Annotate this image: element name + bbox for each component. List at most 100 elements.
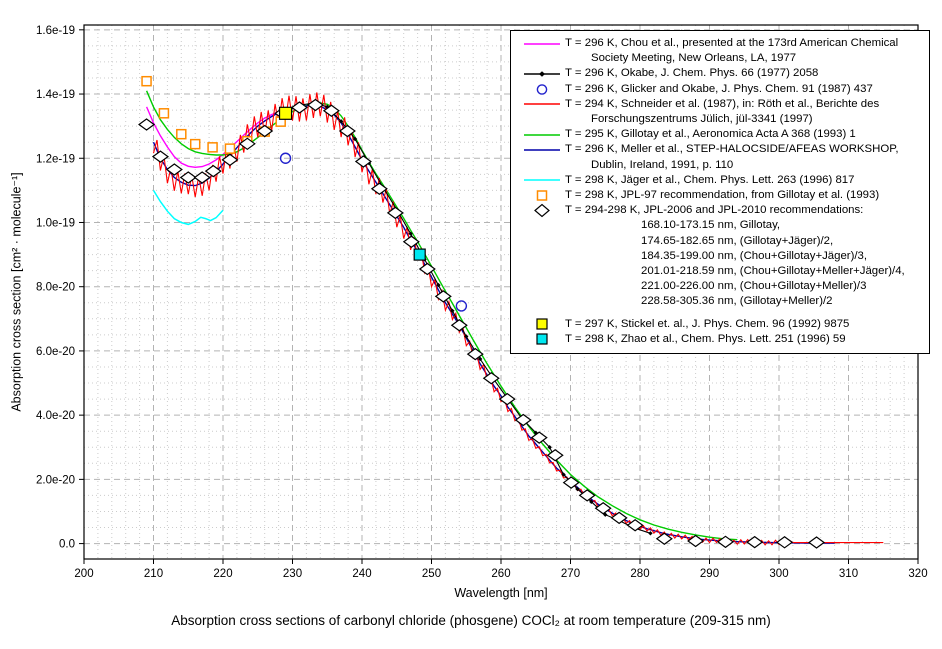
marker-dot [477, 356, 483, 362]
marker-circle-open [455, 300, 468, 312]
legend-line: 174.65-182.65 nm, (Gillotay+Jäger)/2, [641, 234, 834, 247]
x-tick-label: 220 [213, 568, 232, 580]
legend-marker-okabe-line [519, 66, 565, 81]
marker-dot [648, 531, 653, 536]
x-tick-label: 200 [74, 568, 93, 580]
marker-diamond [450, 318, 468, 332]
legend-marker-jaeger-line [519, 173, 565, 188]
legend-entry-zhao: T = 298 K, Zhao et al., Chem. Phys. Lett… [519, 332, 923, 347]
marker-dot [589, 499, 594, 505]
marker-dot [338, 119, 344, 124]
legend-marker-glicker-icon [519, 82, 565, 97]
legend-entry-stickel: T = 297 K, Stickel et. al., J. Phys. Che… [519, 317, 923, 332]
y-tick-label: 1.4e-19 [36, 89, 75, 101]
legend-line: T = 296 K, Glicker and Okabe, J. Phys. C… [565, 82, 873, 95]
legend-entry-meller: T = 296 K, Meller et al., STEP-HALOCSIDE… [519, 142, 923, 172]
legend-line: T = 294 K, Schneider et al. (1987), in: … [565, 97, 880, 110]
y-tick-label: 8.0e-20 [36, 282, 75, 294]
marker-dot [464, 334, 469, 339]
marker-diamond [256, 124, 274, 138]
y-axis-label: Absorption cross section [cm² · molecule… [9, 172, 24, 412]
marker-diamond [546, 449, 564, 462]
marker-square-open [141, 75, 152, 87]
chart-caption: Absorption cross sections of carbonyl ch… [171, 613, 771, 628]
y-tick-label: 1.2e-19 [36, 153, 75, 165]
marker-diamond [354, 155, 372, 168]
x-tick-label: 290 [700, 568, 719, 580]
legend-entry-schneider: T = 294 K, Schneider et al. (1987), in: … [519, 97, 923, 127]
series-meller [152, 104, 835, 544]
y-tick-label: 1.6e-19 [36, 25, 75, 37]
legend-box: T = 296 K, Chou et al., presented at the… [510, 30, 930, 355]
marker-diamond [562, 476, 580, 489]
marker-diamond [578, 489, 596, 502]
legend-text-zhao: T = 298 K, Zhao et al., Chem. Phys. Lett… [565, 332, 923, 347]
legend-line: 184.35-199.00 nm, (Chou+Gillotay+Jäger)/… [641, 249, 868, 262]
x-tick-label: 280 [630, 568, 649, 580]
marker-diamond [165, 163, 183, 176]
marker-diamond [402, 235, 420, 248]
marker-dot [561, 472, 566, 477]
marker-diamond [434, 290, 452, 303]
legend-line: T = 298 K, Zhao et al., Chem. Phys. Lett… [565, 332, 846, 345]
marker-diamond [498, 392, 516, 406]
marker-diamond [418, 262, 436, 276]
legend-line: 201.01-218.59 nm, (Chou+Gillotay+Meller+… [641, 265, 905, 278]
marker-diamond [290, 101, 308, 114]
legend-line: T = 298 K, JPL-97 recommendation, from G… [565, 189, 880, 202]
legend-line: Forschungszentrums Jülich, jül-3341 (199… [591, 113, 813, 126]
marker-circle-open [279, 152, 292, 164]
x-tick-label: 210 [144, 568, 163, 580]
legend-text-stickel: T = 297 K, Stickel et. al., J. Phys. Che… [565, 317, 923, 332]
marker-dot [408, 231, 413, 236]
marker-diamond [530, 431, 548, 444]
marker-square-filled [413, 248, 426, 261]
x-axis-label: Wavelength [nm] [454, 586, 548, 600]
y-tick-label: 4.0e-20 [36, 410, 75, 422]
legend-line: T = 298 K, Jäger et al., Chem. Phys. Let… [565, 173, 855, 186]
marker-dot [575, 486, 580, 492]
legend-marker-chou-line [519, 36, 565, 51]
marker-square-open [158, 108, 170, 119]
x-tick-label: 230 [283, 568, 302, 580]
marker-diamond [514, 413, 532, 427]
legend-entry-jaeger: T = 298 K, Jäger et al., Chem. Phys. Let… [519, 173, 923, 188]
marker-square-open [224, 143, 236, 154]
marker-square-open [176, 128, 187, 140]
legend-entry-okabe: T = 296 K, Okabe, J. Chem. Phys. 66 (197… [519, 66, 923, 81]
x-tick-label: 240 [352, 568, 371, 580]
legend-text-meller: T = 296 K, Meller et al., STEP-HALOCSIDE… [565, 142, 923, 172]
marker-diamond [238, 137, 256, 151]
legend-line: T = 296 K, Chou et al., presented at the… [565, 37, 899, 49]
legend-line: T = 296 K, Meller et al., STEP-HALOCSIDE… [565, 143, 899, 156]
legend-line: T = 297 K, Stickel et. al., J. Phys. Che… [565, 317, 850, 330]
marker-square-filled [278, 106, 293, 120]
legend-marker-schneider-line [519, 97, 565, 112]
marker-square-open [189, 138, 201, 150]
marker-square-open [207, 142, 218, 153]
marker-diamond [687, 534, 705, 548]
legend-text-glicker: T = 296 K, Glicker and Okabe, J. Phys. C… [565, 82, 923, 97]
marker-diamond [466, 347, 484, 361]
legend-entry-glicker: T = 296 K, Glicker and Okabe, J. Phys. C… [519, 82, 923, 97]
marker-diamond [716, 535, 734, 549]
legend-entry-chou: T = 296 K, Chou et al., presented at the… [519, 36, 923, 66]
y-tick-label: 1.0e-19 [36, 217, 75, 229]
legend-marker-jpl2006-icon [519, 203, 565, 218]
legend-text-jaeger: T = 298 K, Jäger et al., Chem. Phys. Let… [565, 173, 923, 188]
legend-text-okabe: T = 296 K, Okabe, J. Chem. Phys. 66 (197… [565, 66, 923, 81]
legend-line: 168.10-173.15 nm, Gillotay, [641, 219, 781, 232]
marker-diamond [655, 532, 673, 546]
series-jaeger [152, 190, 224, 226]
marker-diamond [338, 124, 356, 138]
legend-text-schneider: T = 294 K, Schneider et al. (1987), in: … [565, 97, 923, 127]
legend-entry-jpl97: T = 298 K, JPL-97 recommendation, from G… [519, 188, 923, 203]
legend-text-jpl2006: T = 294-298 K, JPL-2006 and JPL-2010 rec… [565, 203, 923, 309]
marker-diamond [221, 153, 239, 167]
legend-marker-gillotay-line [519, 127, 565, 142]
marker-diamond [610, 511, 628, 525]
marker-diamond [151, 150, 169, 163]
marker-diamond [776, 536, 794, 549]
marker-diamond [808, 536, 826, 549]
